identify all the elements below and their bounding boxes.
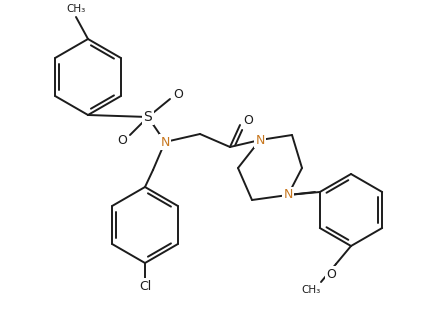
Text: N: N <box>255 134 265 147</box>
Text: N: N <box>283 188 293 202</box>
Text: O: O <box>243 114 253 126</box>
Text: CH₃: CH₃ <box>301 285 321 295</box>
Text: O: O <box>117 134 127 148</box>
Text: N: N <box>160 135 170 149</box>
Text: O: O <box>173 87 183 100</box>
Text: CH₃: CH₃ <box>66 4 86 14</box>
Text: S: S <box>143 110 152 124</box>
Text: Cl: Cl <box>139 280 151 293</box>
Text: O: O <box>326 267 336 280</box>
